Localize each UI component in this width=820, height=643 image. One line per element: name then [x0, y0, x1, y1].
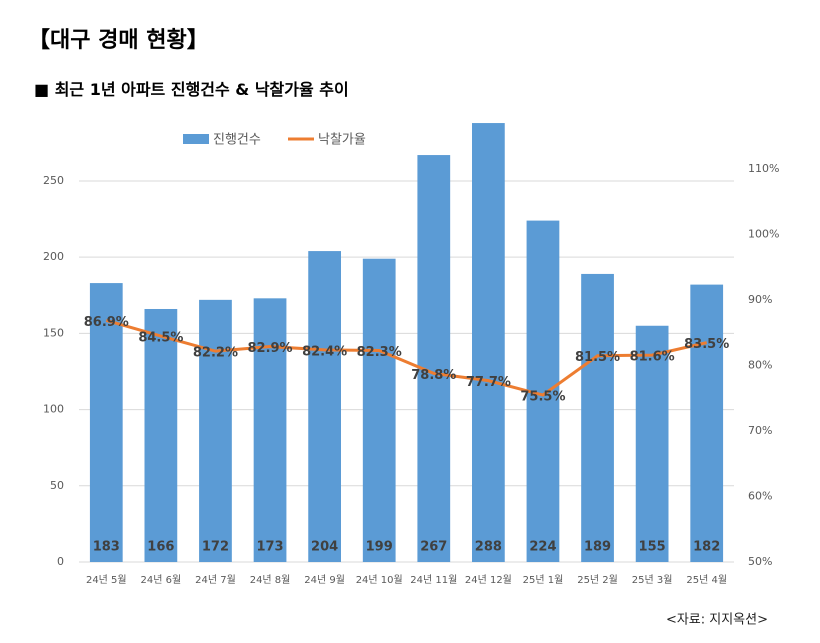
y-tick-label: 200	[43, 250, 64, 263]
bar-label: 204	[311, 540, 338, 555]
bar	[581, 273, 614, 562]
bar-label: 199	[366, 540, 393, 555]
bar	[635, 325, 669, 562]
bar-label: 172	[202, 540, 229, 555]
y-tick-label: 0	[57, 555, 64, 568]
title: 【대구 경매 현황】	[28, 28, 209, 53]
line-label: 82.9%	[247, 341, 292, 356]
x-tick-label: 24년 9월	[304, 574, 345, 586]
line-label: 81.6%	[630, 350, 675, 365]
y2-tick-label: 60%	[748, 490, 772, 503]
x-tick-label: 25년 2월	[577, 574, 618, 586]
bar-label: 183	[93, 540, 120, 555]
x-tick-label: 24년 5월	[86, 574, 127, 586]
line-label: 82.4%	[302, 344, 347, 359]
line-label: 82.2%	[193, 346, 238, 361]
bar-label: 288	[475, 540, 502, 555]
subtitle: ■ 최근 1년 아파트 진행건수 & 낙찰가율 추이	[34, 80, 349, 99]
line-label: 86.9%	[84, 315, 129, 330]
line-label: 83.5%	[684, 337, 729, 352]
bar-label: 155	[639, 540, 666, 555]
line-label: 75.5%	[520, 390, 565, 405]
bar-label: 182	[693, 540, 720, 555]
bar-label: 224	[529, 540, 556, 555]
bar-label: 267	[420, 540, 447, 555]
bar	[472, 123, 505, 562]
y2-tick-label: 90%	[748, 293, 772, 306]
y2-tick-label: 110%	[748, 162, 779, 175]
line-label: 78.8%	[411, 368, 456, 383]
bar-label: 166	[147, 540, 174, 555]
bar	[690, 284, 724, 562]
legend-label: 낙찰가율	[318, 133, 366, 148]
bar	[199, 299, 232, 562]
bar	[89, 283, 123, 562]
y-tick-label: 150	[43, 326, 64, 339]
x-tick-label: 24년 8월	[250, 574, 291, 586]
y-tick-label: 250	[43, 174, 64, 187]
bar-label: 173	[256, 540, 283, 555]
x-tick-label: 24년 12월	[465, 574, 512, 586]
x-tick-label: 24년 10월	[356, 574, 403, 586]
line-label: 77.7%	[466, 375, 511, 390]
legend-swatch	[183, 134, 209, 144]
bar	[308, 251, 341, 562]
bar	[253, 298, 287, 562]
line	[105, 318, 708, 397]
x-tick-label: 25년 3월	[632, 574, 673, 586]
y2-tick-label: 70%	[748, 424, 772, 437]
source: <자료: 지지옥션>	[666, 613, 768, 628]
y2-tick-label: 80%	[748, 359, 772, 372]
y-tick-label: 50	[50, 479, 64, 492]
x-tick-label: 25년 4월	[686, 574, 727, 586]
y2-tick-label: 50%	[748, 555, 772, 568]
x-tick-label: 25년 1월	[523, 574, 564, 586]
line-label: 84.5%	[138, 331, 183, 346]
bar	[362, 258, 396, 562]
y2-tick-label: 100%	[748, 228, 779, 241]
bar	[417, 155, 451, 562]
legend-label: 진행건수	[213, 132, 261, 148]
x-tick-label: 24년 7월	[195, 574, 236, 586]
y-tick-label: 100	[43, 403, 64, 416]
bar	[144, 308, 178, 562]
bar-label: 189	[584, 540, 611, 555]
x-tick-label: 24년 11월	[410, 574, 457, 586]
line-label: 81.5%	[575, 350, 620, 365]
x-tick-label: 24년 6월	[141, 574, 182, 586]
line-label: 82.3%	[357, 345, 402, 360]
